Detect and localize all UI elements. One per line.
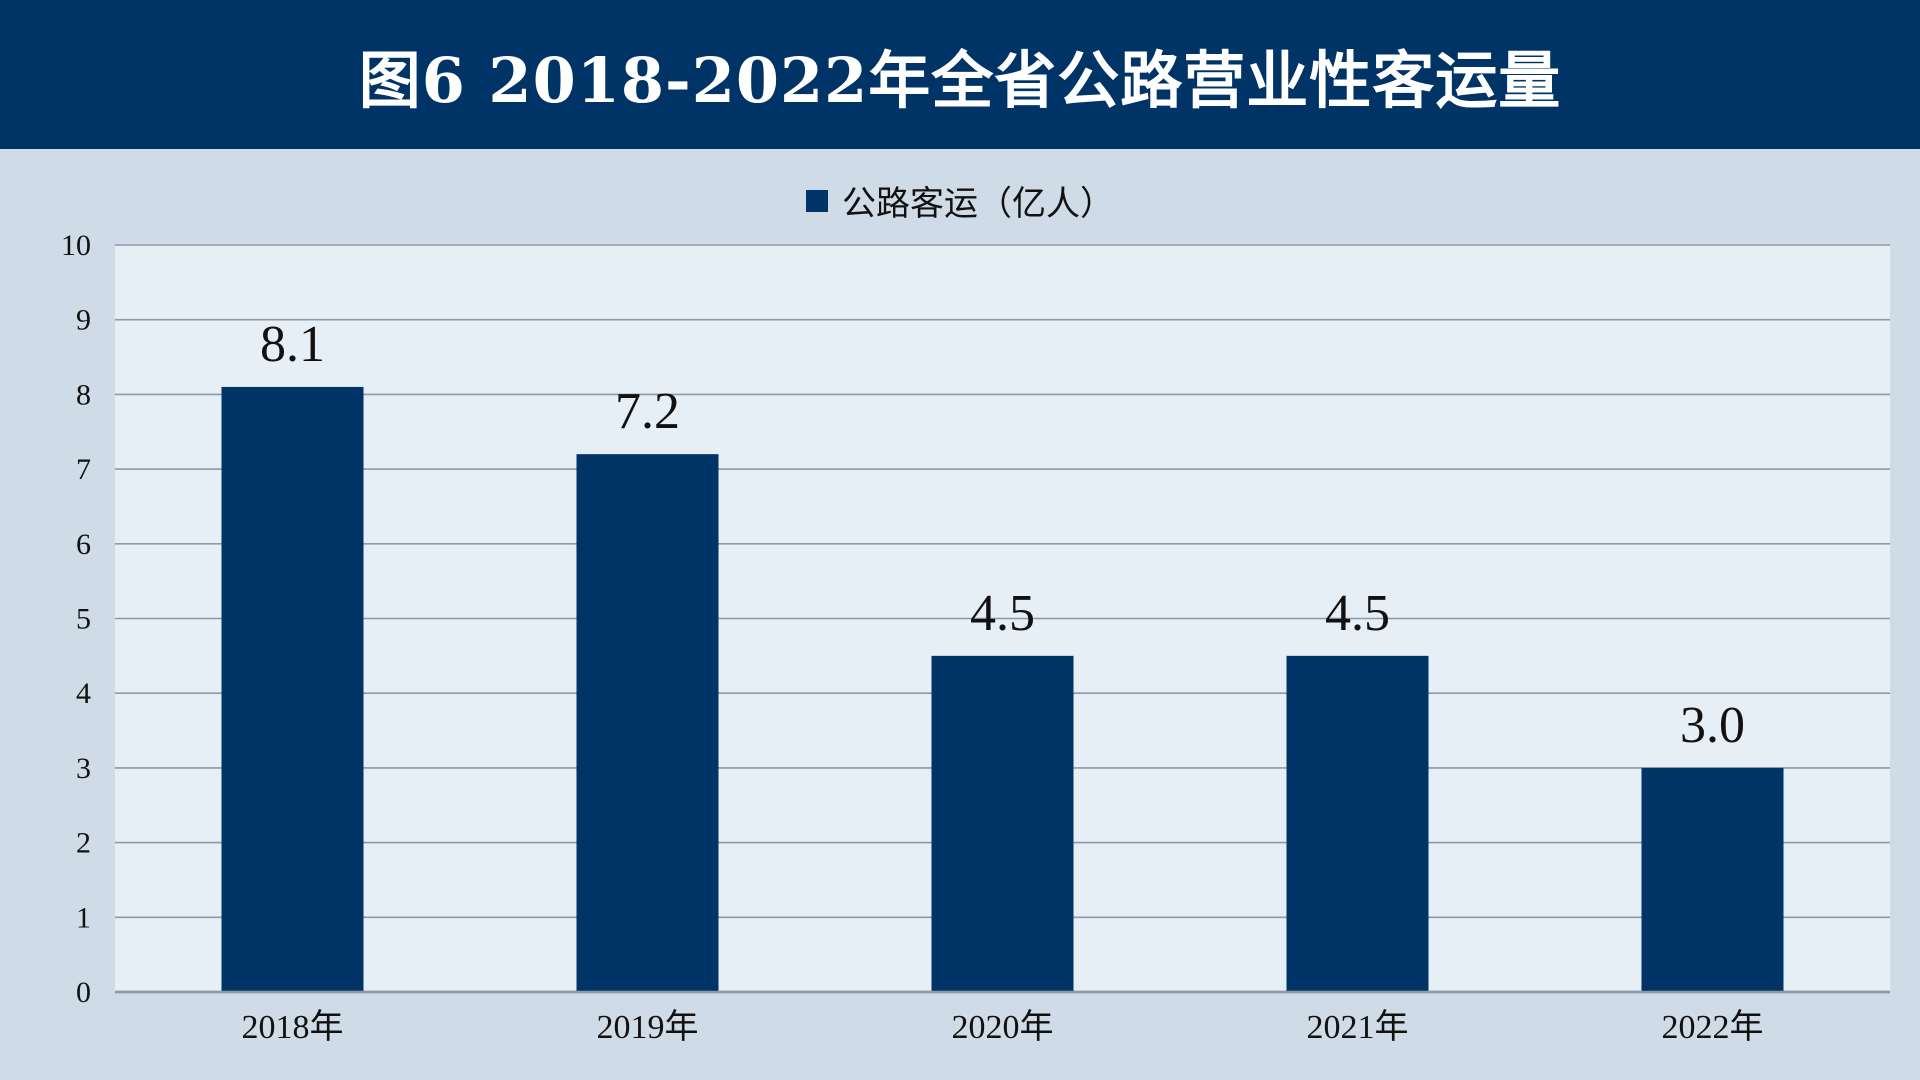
data-label: 4.5 [970,585,1035,642]
bar [1286,655,1429,992]
title-bar: 图6 2018-2022年全省公路营业性客运量 [0,0,1920,149]
bar [1641,767,1784,992]
x-tick-label: 2020年 [952,1008,1054,1046]
x-tick-label: 2022年 [1662,1008,1764,1046]
y-tick-label: 7 [76,453,91,486]
y-tick-label: 0 [76,976,91,1009]
y-tick-label: 1 [76,901,91,934]
y-tick-label: 10 [61,229,91,262]
bar [221,386,364,992]
legend-swatch [806,189,828,212]
chart-legend: 公路客运（亿人） [0,176,1920,225]
bar [931,655,1074,992]
data-label: 4.5 [1325,585,1390,642]
y-tick-label: 5 [76,603,91,636]
x-tick-label: 2021年 [1307,1008,1409,1046]
bar [576,454,719,992]
legend-label: 公路客运（亿人） [842,184,1114,224]
chart-title: 图6 2018-2022年全省公路营业性客运量 [358,43,1562,117]
x-tick-label: 2019年 [597,1008,699,1046]
data-label: 3.0 [1680,697,1745,754]
y-tick-label: 8 [76,378,91,411]
data-label: 7.2 [615,383,680,440]
y-tick-label: 4 [76,677,91,710]
y-tick-label: 2 [76,827,91,860]
data-label: 8.1 [260,316,325,373]
y-tick-label: 6 [76,528,91,561]
x-tick-label: 2018年 [242,1008,344,1046]
y-tick-label: 3 [76,752,91,785]
y-tick-label: 9 [76,304,91,337]
